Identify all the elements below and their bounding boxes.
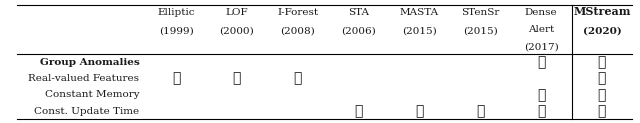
Text: Dense: Dense [525,8,557,17]
Text: MASTA: MASTA [400,8,439,17]
Text: STenSr: STenSr [461,8,499,17]
Text: (2008): (2008) [280,26,315,35]
Text: Group Anomalies: Group Anomalies [40,58,140,67]
Text: ✓: ✓ [598,104,606,118]
Text: Const. Update Time: Const. Update Time [35,107,140,116]
Text: (1999): (1999) [159,26,193,35]
Text: LOF: LOF [226,8,248,17]
Text: (2006): (2006) [341,26,376,35]
Text: (2015): (2015) [463,26,498,35]
Text: ✓: ✓ [233,72,241,86]
Text: ✓: ✓ [355,104,363,118]
Text: Real-valued Features: Real-valued Features [28,74,140,83]
Text: ✓: ✓ [476,104,484,118]
Text: ✓: ✓ [598,72,606,86]
Text: Alert: Alert [528,25,554,34]
Text: I-Forest: I-Forest [277,8,318,17]
Text: ✓: ✓ [598,55,606,69]
Text: ✓: ✓ [537,55,545,69]
Text: (2000): (2000) [220,26,254,35]
Text: ✓: ✓ [294,72,302,86]
Text: (2015): (2015) [402,26,437,35]
Text: ✓: ✓ [598,88,606,102]
Text: STA: STA [348,8,369,17]
Text: (2020): (2020) [582,26,621,35]
Text: Elliptic: Elliptic [157,8,195,17]
Text: Constant Memory: Constant Memory [45,90,140,99]
Text: MStream: MStream [573,6,630,17]
Text: ✓: ✓ [172,72,180,86]
Text: ✓: ✓ [537,104,545,118]
Text: ✓: ✓ [537,88,545,102]
Text: (2017): (2017) [524,43,559,52]
Text: ✓: ✓ [415,104,424,118]
